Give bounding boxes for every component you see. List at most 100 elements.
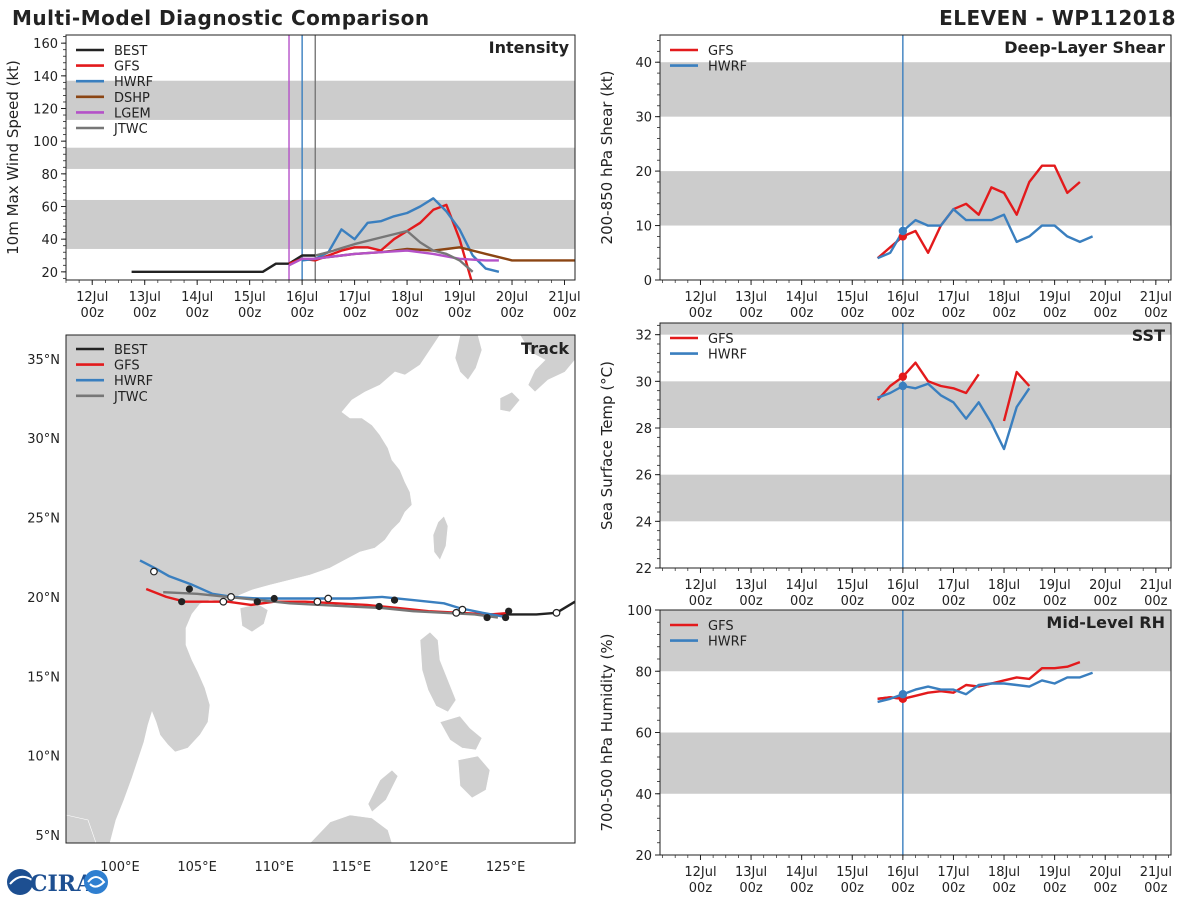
track-point-open [324, 594, 333, 603]
shear-ytick-label: 0 [644, 274, 652, 289]
track-point-filled [178, 598, 186, 606]
shear-xtick-sublabel: 00z [1144, 306, 1168, 321]
sst-legend-label-hwrf: HWRF [708, 348, 747, 363]
intensity-series-lgem-4 [288, 249, 499, 267]
intensity-xtick-label: 14Jul [181, 290, 213, 305]
intensity-legend-label-hwrf: HWRF [114, 75, 153, 90]
track-point-filled [505, 607, 513, 615]
sst-xtick-sublabel: 00z [891, 594, 915, 609]
track-point-open [150, 567, 158, 576]
intensity-xtick-sublabel: 00z [238, 306, 262, 321]
shear-xtick-label: 16Jul [887, 290, 919, 305]
intensity-title: Intensity [489, 38, 570, 57]
intensity-band-0 [66, 199, 575, 249]
intensity-xtick-sublabel: 00z [81, 306, 105, 321]
track-point-open [458, 605, 467, 614]
intensity-xtick-label: 18Jul [391, 290, 423, 305]
rh-xtick-sublabel: 00z [891, 881, 915, 896]
track-point-filled [270, 594, 278, 603]
rh-plot-area [660, 610, 1171, 855]
track-ytick-label: 10°N [27, 750, 60, 765]
shear-ytick-label: 20 [635, 165, 652, 180]
rh-xtick-label: 20Jul [1089, 865, 1121, 880]
sst-xtick-sublabel: 00z [942, 594, 966, 609]
rh-xtick-label: 15Jul [836, 865, 868, 880]
shear-panel: 01020304012Jul00z13Jul00z14Jul00z15Jul00… [598, 34, 1172, 321]
intensity-ytick-label: 80 [41, 168, 58, 183]
rh-xtick-label: 19Jul [1039, 865, 1071, 880]
shear-xtick-label: 20Jul [1089, 290, 1121, 305]
sst-xtick-label: 14Jul [786, 578, 818, 593]
track-xtick-label: 115°E [332, 860, 372, 875]
intensity-xtick-label: 12Jul [76, 290, 108, 305]
sst-xtick-label: 16Jul [887, 578, 919, 593]
shear-xtick-sublabel: 00z [992, 306, 1016, 321]
shear-xtick-label: 14Jul [786, 290, 818, 305]
shear-xtick-sublabel: 00z [1094, 306, 1118, 321]
track-legend-label-gfs: GFS [114, 359, 140, 374]
shear-xtick-sublabel: 00z [841, 306, 865, 321]
track-series-hwrf [139, 559, 509, 619]
sst-band-0 [660, 474, 1171, 522]
intensity-ytick-label: 100 [33, 135, 58, 150]
shear-series-gfs-0 [876, 164, 1081, 260]
rh-xtick-label: 12Jul [684, 865, 716, 880]
intensity-xtick-sublabel: 00z [395, 306, 419, 321]
land-masses [66, 335, 575, 843]
intensity-band-2 [66, 80, 575, 120]
intensity-ytick-label: 120 [33, 103, 58, 118]
intensity-xtick-label: 21Jul [548, 290, 580, 305]
intensity-xtick-label: 13Jul [129, 290, 161, 305]
shear-ytick-label: 30 [635, 111, 652, 126]
sst-xtick-label: 13Jul [735, 578, 767, 593]
intensity-legend-label-dshp: DSHP [114, 91, 150, 106]
intensity-xtick-sublabel: 00z [133, 306, 157, 321]
track-series-jtwc [163, 591, 499, 619]
sst-marker-gfs [898, 372, 908, 381]
shear-xtick-label: 21Jul [1140, 290, 1172, 305]
track-point-open [313, 597, 322, 606]
sst-ytick-label: 22 [635, 562, 652, 577]
shear-ytick-label: 40 [635, 56, 652, 71]
rh-title: Mid-Level RH [1046, 613, 1165, 632]
shear-xtick-label: 13Jul [735, 290, 767, 305]
cira-logo-graphic: CIRA [7, 869, 108, 897]
shear-legend-label-hwrf: HWRF [708, 60, 747, 75]
sst-xtick-sublabel: 00z [790, 594, 814, 609]
intensity-plot-area [66, 35, 575, 280]
intensity-band-1 [66, 147, 575, 169]
rh-xtick-label: 14Jul [786, 865, 818, 880]
track-plot-area [139, 559, 575, 622]
intensity-xtick-label: 15Jul [234, 290, 266, 305]
sst-marker-hwrf [898, 381, 908, 391]
sst-xtick-sublabel: 00z [689, 594, 713, 609]
intensity-xtick-label: 19Jul [443, 290, 475, 305]
rh-xtick-label: 16Jul [887, 865, 919, 880]
rh-xtick-label: 17Jul [937, 865, 969, 880]
track-point-filled [185, 585, 193, 593]
track-xtick-label: 125°E [486, 860, 526, 875]
shear-xtick-sublabel: 00z [790, 306, 814, 321]
track-ytick-label: 25°N [27, 512, 60, 527]
sst-xtick-sublabel: 00z [841, 594, 865, 609]
track-xtick-label: 120°E [409, 860, 449, 875]
shear-legend-label-gfs: GFS [708, 44, 734, 59]
sst-xtick-sublabel: 00z [1094, 594, 1118, 609]
sst-ytick-label: 26 [635, 469, 652, 484]
rh-xtick-sublabel: 00z [841, 881, 865, 896]
shear-ylabel: 200-850 hPa Shear (kt) [598, 71, 616, 245]
track-point-filled [390, 596, 399, 604]
rh-marker-hwrf [898, 690, 908, 699]
track-frame [65, 334, 576, 844]
shear-xtick-sublabel: 00z [942, 306, 966, 321]
sst-xtick-label: 21Jul [1140, 578, 1172, 593]
rh-legend-label-hwrf: HWRF [708, 635, 747, 650]
shear-band-0 [660, 171, 1171, 226]
intensity-xtick-sublabel: 00z [448, 306, 472, 321]
track-ytick-label: 15°N [27, 670, 60, 685]
track-xtick-label: 110°E [254, 860, 294, 875]
rh-band-0 [660, 732, 1171, 794]
intensity-xtick-sublabel: 00z [185, 306, 209, 321]
rh-band-1 [660, 610, 1171, 672]
